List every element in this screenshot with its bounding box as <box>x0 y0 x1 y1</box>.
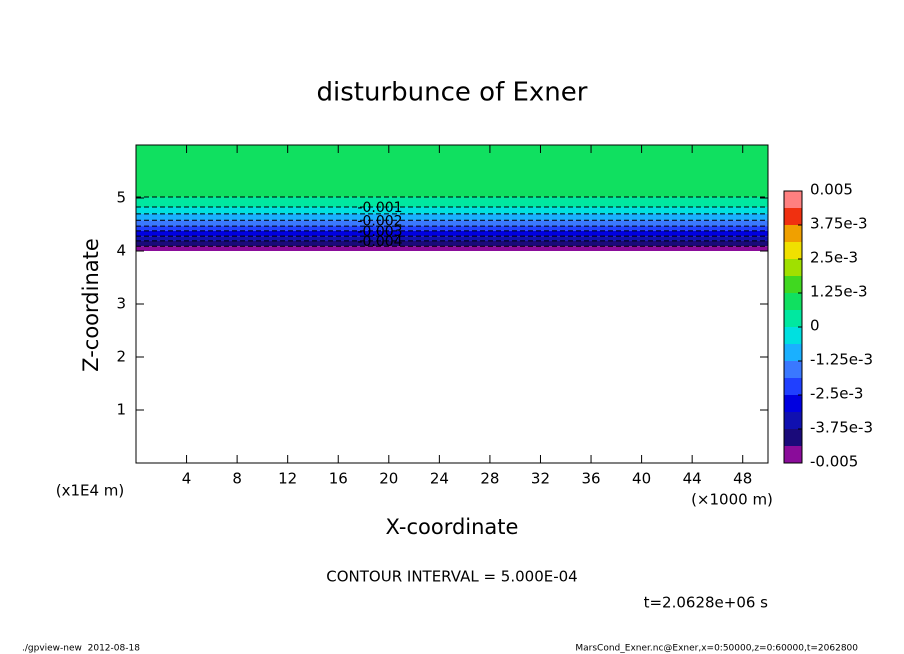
x-tick-label: 4 <box>182 470 192 488</box>
contour-label: -0.001 <box>357 200 402 216</box>
contour-label: -0.002 <box>357 213 402 229</box>
footer-right: MarsCond_Exner.nc@Exner,x=0:50000,z=0:60… <box>575 644 858 654</box>
x-tick-label: 16 <box>329 470 348 488</box>
x-tick-label: 36 <box>581 470 600 488</box>
contour-fill <box>136 220 768 227</box>
contour-fill <box>136 196 768 208</box>
colorbar-tick-label: -1.25e-3 <box>810 351 873 369</box>
colorbar-band <box>784 412 802 429</box>
contour-fill <box>136 226 768 231</box>
colorbar-tick-label: -0.005 <box>810 453 858 471</box>
colorbar-tick-label: 0 <box>810 317 820 335</box>
colorbar-band <box>784 344 802 361</box>
y-tick-label: 1 <box>116 401 126 419</box>
contour-fill <box>136 230 768 237</box>
x-unit: (×1000 m) <box>691 491 773 509</box>
y-tick-label: 4 <box>116 242 126 260</box>
colorbar-band <box>784 191 802 208</box>
colorbar-band <box>784 395 802 412</box>
y-tick-label: 5 <box>116 189 126 207</box>
contour-fill <box>136 240 768 247</box>
chart-title: disturbunce of Exner <box>317 78 588 108</box>
colorbar-band <box>784 361 802 378</box>
time-label: t=2.0628e+06 s <box>644 594 769 612</box>
contour-fill <box>136 145 768 197</box>
x-tick-label: 8 <box>232 470 242 488</box>
x-tick-label: 20 <box>379 470 398 488</box>
contour-fill <box>136 213 768 221</box>
contour-fill <box>136 236 768 241</box>
x-tick-label: 12 <box>278 470 297 488</box>
x-tick-label: 48 <box>733 470 752 488</box>
colorbar-tick-label: 0.005 <box>810 181 853 199</box>
colorbar-band <box>784 293 802 310</box>
colorbar-band <box>784 208 802 225</box>
colorbar-band <box>784 242 802 259</box>
contour-label: -0.004 <box>357 234 402 250</box>
x-tick-label: 40 <box>632 470 651 488</box>
colorbar-tick-label: 2.5e-3 <box>810 249 858 267</box>
x-tick-label: 24 <box>430 470 449 488</box>
colorbar-tick-label: -3.75e-3 <box>810 419 873 437</box>
footer-left: ./gpview-new 2012-08-18 <box>22 644 140 654</box>
colorbar-tick-label: 3.75e-3 <box>810 215 868 233</box>
x-axis-label: X-coordinate <box>386 515 519 539</box>
x-tick-label: 28 <box>480 470 499 488</box>
colorbar-band <box>784 225 802 242</box>
contour-interval: CONTOUR INTERVAL = 5.000E-04 <box>326 568 577 586</box>
y-tick-label: 2 <box>116 348 126 366</box>
colorbar-band <box>784 259 802 276</box>
colorbar-tick-label: 1.25e-3 <box>810 283 868 301</box>
y-axis-label: Z-coordinate <box>79 238 103 372</box>
y-tick-label: 3 <box>116 295 126 313</box>
colorbar-band <box>784 378 802 395</box>
colorbar-tick-label: -2.5e-3 <box>810 385 863 403</box>
x-tick-label: 44 <box>683 470 702 488</box>
colorbar-band <box>784 310 802 327</box>
y-unit: (x1E4 m) <box>56 482 125 500</box>
contour-fill <box>136 246 768 251</box>
x-tick-label: 32 <box>531 470 550 488</box>
contour-fill <box>136 207 768 214</box>
colorbar-band <box>784 429 802 446</box>
colorbar-band <box>784 446 802 463</box>
colorbar-band <box>784 276 802 293</box>
colorbar-band <box>784 327 802 344</box>
